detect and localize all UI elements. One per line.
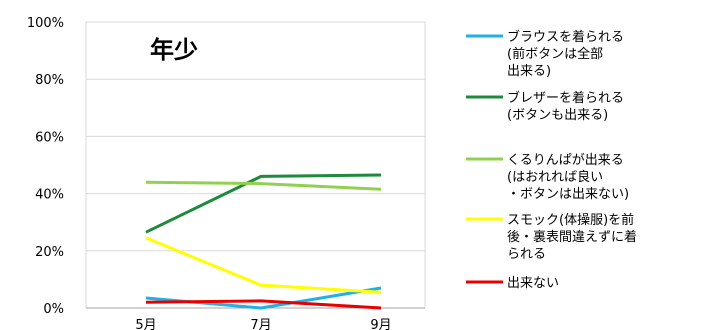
series-line-2 xyxy=(145,180,382,191)
plot-area xyxy=(85,21,426,309)
legend-label: ブラウスを着られる xyxy=(507,29,624,45)
gridlines xyxy=(85,21,426,309)
y-tick-label: 100% xyxy=(27,16,64,31)
series-line-1 xyxy=(145,173,382,234)
series-line-4 xyxy=(145,299,382,310)
legend-item-4: 出来ない xyxy=(466,276,559,291)
legend-label: (ボタンも出来る) xyxy=(507,108,608,123)
legend-label: (はおれれば良い xyxy=(507,169,603,185)
legend-label: スモック(体操服)を前 xyxy=(507,212,634,228)
y-tick-label: 0% xyxy=(43,302,64,317)
legend-label: 出来る) xyxy=(507,64,551,79)
y-tick-label: 40% xyxy=(35,188,64,203)
legend-item-1: ブレザーを着られる (ボタンも出来る) xyxy=(466,90,624,123)
legend-label: 出来ない xyxy=(507,276,559,291)
y-tick-label: 80% xyxy=(35,73,64,88)
legend-label: ブレザーを着られる xyxy=(507,90,624,106)
legend-label: ・ボタンは出来ない) xyxy=(507,187,629,202)
legend-item-2: くるりんぱが出来る(はおれれば良い・ボタンは出来ない) xyxy=(466,153,629,202)
x-tick-label: 9月 xyxy=(370,318,391,330)
series-lines xyxy=(145,173,382,310)
y-axis: 0% 20% 40% 60% 80% 100% xyxy=(27,16,64,317)
y-tick-label: 20% xyxy=(35,245,64,260)
y-tick-label: 60% xyxy=(35,130,64,145)
legend-label: 後・裏表間違えずに着 xyxy=(507,229,637,245)
legend-label: (前ボタンは全部 xyxy=(507,46,603,62)
x-tick-label: 7月 xyxy=(250,318,271,330)
series-line-3 xyxy=(145,236,382,294)
legend-label: くるりんぱが出来る xyxy=(507,153,624,168)
x-axis: 5月 7月 9月 xyxy=(86,307,425,330)
chart-title: 年少 xyxy=(150,36,198,64)
x-tick-label: 5月 xyxy=(135,318,156,330)
legend-label: られる xyxy=(507,247,546,262)
